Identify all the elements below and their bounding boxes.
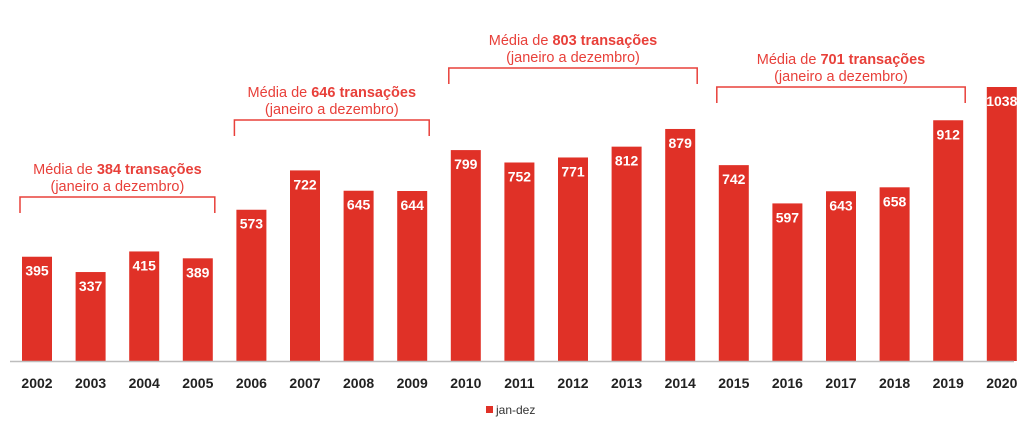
x-tick-2003: 2003 xyxy=(75,375,106,391)
data-label-2015: 742 xyxy=(722,171,746,187)
legend-swatch xyxy=(486,406,493,413)
annotation-subtitle: (janeiro a dezembro) xyxy=(506,50,640,66)
data-label-2008: 645 xyxy=(347,197,371,213)
x-tick-2020: 2020 xyxy=(986,375,1017,391)
legend: jan-dez xyxy=(486,403,535,417)
annotation-384: Média de 384 transações(janeiro a dezemb… xyxy=(19,162,216,213)
x-tick-2013: 2013 xyxy=(611,375,642,391)
bar-2015 xyxy=(718,165,749,361)
legend-label: jan-dez xyxy=(495,403,535,417)
annotation-bracket xyxy=(716,86,966,103)
x-tick-2016: 2016 xyxy=(772,375,803,391)
bars-group: 395 337 415 389 573 722 645 644 799 752 771 812 879 7… xyxy=(22,87,1018,361)
annotation-title: Média de 384 transações xyxy=(33,162,201,178)
bar-2009 xyxy=(397,191,428,361)
bar-2012 xyxy=(558,157,588,361)
annotation-803: Média de 803 transações(janeiro a dezemb… xyxy=(448,33,698,84)
data-label-2003: 337 xyxy=(79,278,103,294)
annotation-bracket xyxy=(448,67,698,84)
bar-2003 xyxy=(75,272,106,361)
annotation-subtitle: (janeiro a dezembro) xyxy=(774,69,908,85)
bar-2010 xyxy=(450,150,481,361)
x-tick-2019: 2019 xyxy=(933,375,964,391)
x-tick-2012: 2012 xyxy=(557,375,588,391)
data-label-2002: 395 xyxy=(25,263,49,279)
data-label-2011: 752 xyxy=(508,168,532,184)
annotation-title: Média de 701 transações xyxy=(757,52,926,68)
bar-2014 xyxy=(665,128,696,361)
x-tick-2008: 2008 xyxy=(343,375,374,391)
data-label-2020: 1038 xyxy=(986,93,1017,109)
data-label-2004: 415 xyxy=(133,257,157,273)
annotations-group: Média de 384 transações(janeiro a dezemb… xyxy=(19,33,966,213)
x-tick-2018: 2018 xyxy=(879,375,910,391)
data-label-2018: 658 xyxy=(883,193,907,209)
x-tick-labels: 2002 2003 2004 2005 2006 2007 2008 2009 2010 2011… xyxy=(21,375,1017,391)
annotation-title: Média de 646 transações xyxy=(248,85,417,101)
data-label-2019: 912 xyxy=(937,126,961,142)
x-tick-2011: 2011 xyxy=(504,375,535,391)
x-tick-2005: 2005 xyxy=(182,375,213,391)
x-tick-2017: 2017 xyxy=(825,375,856,391)
annotation-646: Média de 646 transações(janeiro a dezemb… xyxy=(233,85,430,136)
data-label-2007: 722 xyxy=(293,176,317,192)
x-tick-2014: 2014 xyxy=(665,375,696,391)
data-label-2017: 643 xyxy=(829,197,853,213)
data-label-2014: 879 xyxy=(669,135,693,151)
data-label-2009: 644 xyxy=(401,197,425,213)
annotation-title: Média de 803 transações xyxy=(489,33,658,49)
data-label-2013: 812 xyxy=(615,153,639,169)
bar-2019 xyxy=(933,120,964,361)
bar-2006 xyxy=(236,209,267,361)
data-label-2006: 573 xyxy=(240,216,264,232)
x-tick-2004: 2004 xyxy=(129,375,160,391)
bar-2004 xyxy=(129,251,160,361)
annotation-bracket xyxy=(19,196,216,213)
data-label-2005: 389 xyxy=(186,264,210,280)
bar-2016 xyxy=(772,203,803,361)
x-tick-2009: 2009 xyxy=(397,375,428,391)
annotation-bracket xyxy=(233,119,430,136)
data-label-2016: 597 xyxy=(776,209,800,225)
bar-2002 xyxy=(22,256,52,361)
bar-2013 xyxy=(611,146,642,361)
annotation-701: Média de 701 transações(janeiro a dezemb… xyxy=(716,52,966,103)
annotation-subtitle: (janeiro a dezembro) xyxy=(51,179,185,195)
x-tick-2015: 2015 xyxy=(718,375,749,391)
x-tick-2010: 2010 xyxy=(450,375,481,391)
data-label-2010: 799 xyxy=(454,156,478,172)
data-label-2012: 771 xyxy=(561,163,585,179)
bar-2005 xyxy=(182,258,213,361)
bar-2020 xyxy=(986,87,1017,361)
bar-2008 xyxy=(343,190,374,361)
x-tick-2006: 2006 xyxy=(236,375,267,391)
bar-2011 xyxy=(504,162,535,361)
x-tick-2007: 2007 xyxy=(289,375,320,391)
annotation-subtitle: (janeiro a dezembro) xyxy=(265,102,399,118)
bar-2007 xyxy=(290,170,320,361)
bar-2017 xyxy=(826,191,856,361)
x-tick-2002: 2002 xyxy=(21,375,52,391)
bar-2018 xyxy=(879,187,910,361)
